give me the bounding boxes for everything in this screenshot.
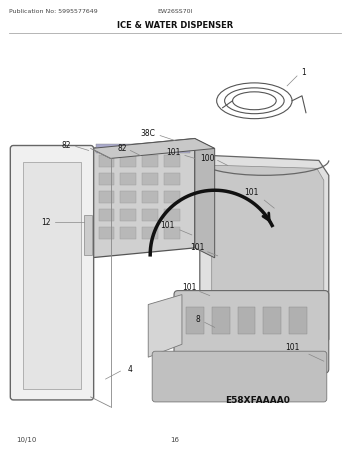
Bar [164,155,180,167]
Bar [164,227,180,239]
Text: 101: 101 [191,243,205,252]
Text: 101: 101 [183,283,197,292]
Text: 12: 12 [41,217,51,226]
Bar [142,209,158,221]
Text: 101: 101 [244,188,259,197]
Bar [120,155,136,167]
Bar [84,215,92,255]
Bar [142,155,158,167]
FancyBboxPatch shape [174,291,329,373]
Bar [23,162,81,389]
Text: 1: 1 [301,68,306,77]
Polygon shape [212,165,324,331]
Text: E58XFAAAA0: E58XFAAAA0 [225,396,290,405]
Polygon shape [195,139,215,258]
FancyBboxPatch shape [152,351,327,402]
Bar [212,307,230,334]
Bar [142,227,158,239]
Bar [164,173,180,185]
Text: Publication No: 5995577649: Publication No: 5995577649 [9,10,98,14]
Text: EW26SS70I: EW26SS70I [157,10,193,14]
Text: 82: 82 [61,141,71,150]
Text: ICE & WATER DISPENSER: ICE & WATER DISPENSER [117,21,233,30]
Bar [289,307,307,334]
Text: 4: 4 [128,365,133,374]
Text: 100: 100 [201,154,215,163]
Text: 8: 8 [195,315,200,324]
Text: 82: 82 [118,144,127,153]
Bar [120,191,136,203]
Polygon shape [91,139,195,258]
FancyBboxPatch shape [10,145,94,400]
Bar [96,144,190,154]
Text: 101: 101 [166,148,180,157]
Text: 101: 101 [160,221,174,230]
Bar [142,191,158,203]
Text: 101: 101 [285,343,299,352]
Text: 16: 16 [170,437,180,443]
Bar [99,155,114,167]
Bar [164,209,180,221]
Bar [238,307,255,334]
Bar [99,191,114,203]
Text: 38C: 38C [141,129,156,138]
Polygon shape [200,155,329,354]
Text: 10/10: 10/10 [16,437,37,443]
Bar [142,173,158,185]
Bar [99,209,114,221]
Bar [164,191,180,203]
Bar [186,307,204,334]
Bar [120,209,136,221]
Bar [120,227,136,239]
Polygon shape [91,139,215,159]
Bar [99,173,114,185]
Bar [263,307,281,334]
Bar [99,227,114,239]
Polygon shape [148,294,182,357]
Bar [120,173,136,185]
